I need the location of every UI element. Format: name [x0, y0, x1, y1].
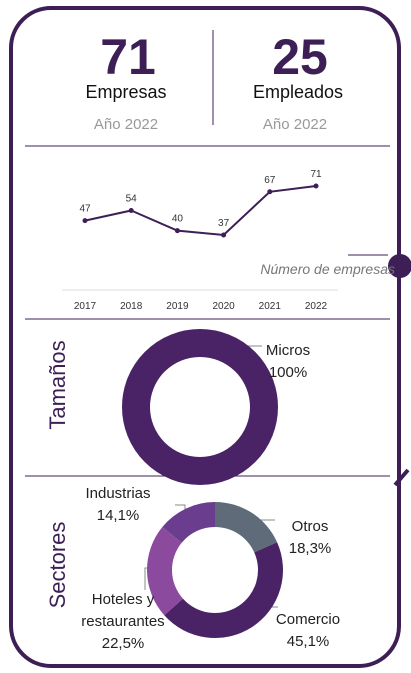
- card-border: [9, 6, 401, 668]
- series-label: Número de empresas: [260, 261, 395, 277]
- data-label: 40: [172, 214, 184, 225]
- decor-line: [393, 468, 410, 487]
- slice-value: 14,1%: [96, 507, 140, 524]
- x-tick-label: 2018: [120, 301, 143, 312]
- x-tick-label: 2020: [212, 301, 235, 312]
- chart-title: Tamaños: [45, 340, 70, 430]
- data-label: 67: [264, 175, 276, 186]
- point: [267, 189, 273, 195]
- data-label: 54: [126, 194, 138, 205]
- donut-slice: [122, 329, 278, 485]
- kpi-period: Año 2022: [93, 116, 159, 133]
- slice-label: Industrias: [85, 485, 151, 502]
- slice-label: Comercio: [275, 611, 341, 628]
- slice-value: 100%: [268, 364, 308, 381]
- point: [221, 232, 227, 238]
- decor-dot: [388, 254, 411, 278]
- line: [84, 185, 317, 237]
- slice-value: 45,1%: [286, 633, 330, 650]
- kpi-label: Empresas: [85, 82, 167, 102]
- x-tick-label: 2022: [305, 301, 328, 312]
- point: [128, 208, 134, 213]
- chart-title: Sectores: [45, 521, 70, 609]
- kpi-label: Empleados: [252, 82, 344, 102]
- x-tick-label: 2021: [259, 301, 282, 312]
- slice-label: Otros: [291, 518, 329, 535]
- x-tick-label: 2017: [74, 301, 97, 312]
- slice-label: Hoteles y restaurantes: [81, 591, 165, 630]
- slice-value: 18,3%: [288, 540, 332, 557]
- data-label: 71: [310, 169, 322, 180]
- slice-label: Micros: [265, 342, 311, 359]
- slice-value: 22,5%: [101, 635, 145, 652]
- point: [313, 183, 319, 189]
- kpi-value: 71: [100, 29, 156, 85]
- donut-slice: [164, 542, 283, 638]
- data-label: 47: [79, 204, 91, 215]
- point: [174, 228, 180, 234]
- kpi-value: 25: [272, 29, 328, 85]
- donut-slice: [162, 502, 215, 543]
- point: [82, 218, 88, 224]
- x-tick-label: 2019: [166, 301, 189, 312]
- donut-slice: [147, 526, 183, 616]
- data-label: 37: [218, 218, 230, 229]
- kpi-period: Año 2022: [262, 116, 328, 133]
- donut-slice: [215, 502, 278, 553]
